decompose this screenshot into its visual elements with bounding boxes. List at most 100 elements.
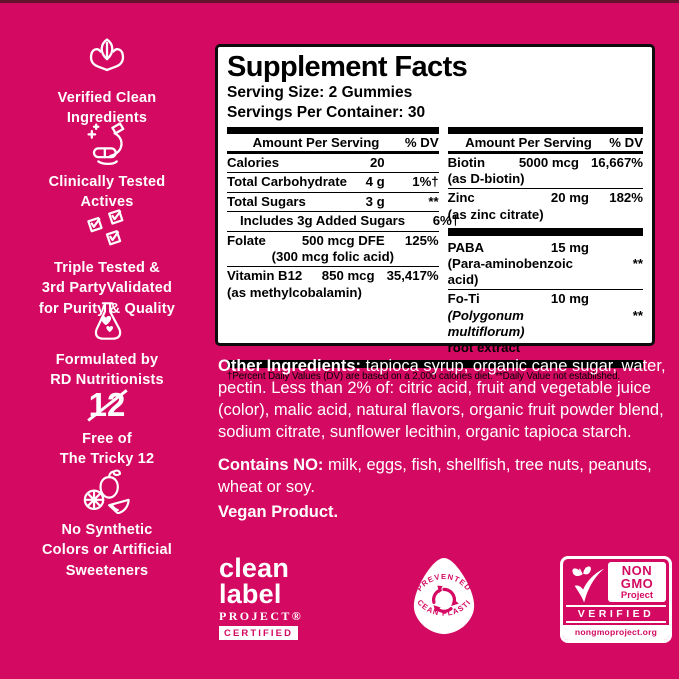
dv-header: % DV <box>404 134 439 150</box>
facts-row: Total Sugars 3 g ** <box>227 193 439 213</box>
nutrient-name: Biotin <box>447 154 485 170</box>
facts-row: PABA 15 mg (Para-aminobenzoic acid) ** <box>447 239 643 291</box>
non-gmo-wordmark: NON GMO Project <box>608 562 666 602</box>
claim-label: Verified Clean Ingredients <box>57 90 157 127</box>
nutrient-name: PABA <box>447 239 485 255</box>
claim-label: Formulated by RD Nutritionists <box>50 352 164 389</box>
section-divider-bar <box>447 227 643 236</box>
nutrient-dv: 182% <box>609 190 643 206</box>
clean-label-certified-tag: CERTIFIED <box>219 626 299 641</box>
nutrient-subtext: (Polygonum multiflorum) <box>447 307 525 339</box>
nutrient-dv: 1%† <box>412 174 439 190</box>
nutrient-amount: 4 g <box>365 174 385 190</box>
facts-row: Folate 500 mcg DFE 125% (300 mcg folic acid… <box>227 232 439 268</box>
nutrient-subtext: (300 mcg folic acid) <box>271 249 395 265</box>
vegan-statement: Vegan Product. <box>218 502 339 521</box>
nutrient-amount: 5000 mcg <box>518 154 579 170</box>
tricky-12-icon: 12 <box>85 386 130 423</box>
supplement-facts-panel: Supplement Facts Serving Size: 2 Gummies… <box>215 44 655 382</box>
non-gmo-word2: GMO <box>620 576 654 591</box>
nutrient-amount: 20 mg <box>550 190 589 206</box>
amount-per-serving-header: Amount Per Serving <box>465 134 592 150</box>
claim-rd-formulated: Formulated by RD Nutritionists <box>14 298 200 391</box>
serving-size: Serving Size: 2 Gummies <box>227 84 413 102</box>
nutrient-subtext: (Para-aminobenzoic acid) <box>447 256 573 288</box>
nutrient-dv: ** <box>632 307 643 323</box>
dv-header: % DV <box>609 134 643 150</box>
footnote-bar <box>227 359 643 368</box>
nutrient-dv: 125% <box>404 232 439 248</box>
claim-label: Triple Tested & 3rd PartyValidated for P… <box>38 260 176 317</box>
nutrient-name: Vitamin B12 <box>227 268 303 284</box>
nutrient-amount: 15 mg <box>550 239 589 255</box>
nutrient-name: Fo-Ti <box>447 291 480 307</box>
header-rule <box>227 150 439 154</box>
amount-per-serving-header: Amount Per Serving <box>252 134 380 150</box>
top-edge-strip <box>0 0 679 3</box>
claim-label: No Synthetic Colors or Artificial Sweete… <box>42 522 172 579</box>
nutrient-dv: 6%† <box>432 213 460 229</box>
contains-no-text: milk, eggs, fish, shellfish, tree nuts, … <box>218 456 652 496</box>
column-header-bar <box>227 126 439 134</box>
nutrient-name: Includes 3g Added Sugars <box>240 213 406 229</box>
panel-title: Supplement Facts <box>227 51 468 83</box>
nutrient-subtext: root extract <box>447 339 521 355</box>
claim-label: Clinically Tested Actives <box>48 174 166 211</box>
clean-label-word1: clean <box>219 553 290 583</box>
column-header-bar <box>447 126 643 134</box>
facts-row: Zinc 20 mg 182% (as zinc citrate) <box>448 189 643 224</box>
nutrient-amount: 500 mcg DFE <box>301 232 385 248</box>
non-gmo-project-badge: NON GMO Project VERIFIED nongmoproject.o… <box>560 556 672 643</box>
hands-leaf-icon <box>81 34 133 82</box>
facts-row: Fo-Ti 10 mg (Polygonum multiflorum) ** root … <box>448 290 643 357</box>
nutrient-name: Total Carbohydrate <box>227 174 347 190</box>
prevented-ocean-plastic-badge: PREVENTED OCEAN PLASTIC <box>401 547 484 646</box>
non-gmo-url: nongmoproject.org <box>563 625 669 640</box>
claim-label: Free of The Tricky 12 <box>59 431 155 468</box>
other-ingredients-label: Other Ingredients: <box>218 357 362 375</box>
facts-row: Includes 3g Added Sugars 6%† <box>227 212 459 232</box>
nutrient-name: Zinc <box>447 190 475 206</box>
microscope-icon <box>81 120 133 166</box>
header-rule <box>447 150 643 154</box>
nutrient-name: Total Sugars <box>227 193 306 209</box>
nutrient-amount: 20 <box>369 154 385 170</box>
clean-label-project-word: PROJECT® <box>219 609 304 624</box>
other-ingredients: Other Ingredients: tapioca syrup, organi… <box>218 356 674 444</box>
facts-row: Vitamin B12 850 mcg 35,417% (as methylcobal… <box>227 267 439 302</box>
nutrient-dv: 16,667% <box>590 154 643 170</box>
nutrient-name: Calories <box>227 154 280 170</box>
non-gmo-verified-text: VERIFIED <box>566 605 666 623</box>
facts-row: Total Carbohydrate 4 g 1%† <box>227 173 439 193</box>
facts-row: Biotin 5000 mcg 16,667% (as D-biotin) <box>447 154 643 190</box>
other-ingredients-text: tapioca syrup, organic cane sugar, water… <box>218 357 666 441</box>
nutrient-amount: 850 mcg <box>321 268 375 284</box>
nutrient-subtext: (as methylcobalamin) <box>227 284 362 300</box>
facts-column-left: Amount Per Serving % DV Calories 20 Total … <box>227 126 459 357</box>
claim-triple-tested: Triple Tested & 3rd PartyValidated for P… <box>14 206 200 319</box>
checkboxes-icon <box>80 206 134 252</box>
nutrient-name: Folate <box>227 232 266 248</box>
facts-column-right: Amount Per Serving % DV Biotin 5000 mcg 16… <box>447 126 643 357</box>
nutrient-dv: ** <box>632 256 643 272</box>
claim-tricky-12: 12 Free of The Tricky 12 <box>14 386 200 470</box>
servings-per-container: Servings Per Container: 30 <box>227 104 426 122</box>
facts-columns: Amount Per Serving % DV Calories 20 Total … <box>227 126 643 357</box>
nutrient-subtext: (as zinc citrate) <box>447 206 544 222</box>
nutrient-amount: 10 mg <box>550 291 589 307</box>
column-header: Amount Per Serving % DV <box>448 134 643 151</box>
butterfly-check-icon <box>566 562 608 602</box>
flask-heart-icon <box>82 298 132 344</box>
nutrient-amount: 3 g <box>365 193 385 209</box>
non-gmo-word3: Project <box>620 590 654 601</box>
non-gmo-top: NON GMO Project <box>563 559 669 603</box>
nutrient-dv: ** <box>428 193 439 209</box>
facts-row: Calories 20 <box>227 154 439 174</box>
allergen-statement: Contains NO: milk, eggs, fish, shellfish… <box>218 455 674 524</box>
clean-label-project-badge: clean label PROJECT® CERTIFIED <box>219 553 304 641</box>
claim-verified-clean: Verified Clean Ingredients <box>14 34 200 129</box>
contains-no-label: Contains NO: <box>218 456 324 474</box>
non-gmo-word1: NON <box>621 563 653 578</box>
claim-clinically-tested: Clinically Tested Actives <box>14 120 200 213</box>
